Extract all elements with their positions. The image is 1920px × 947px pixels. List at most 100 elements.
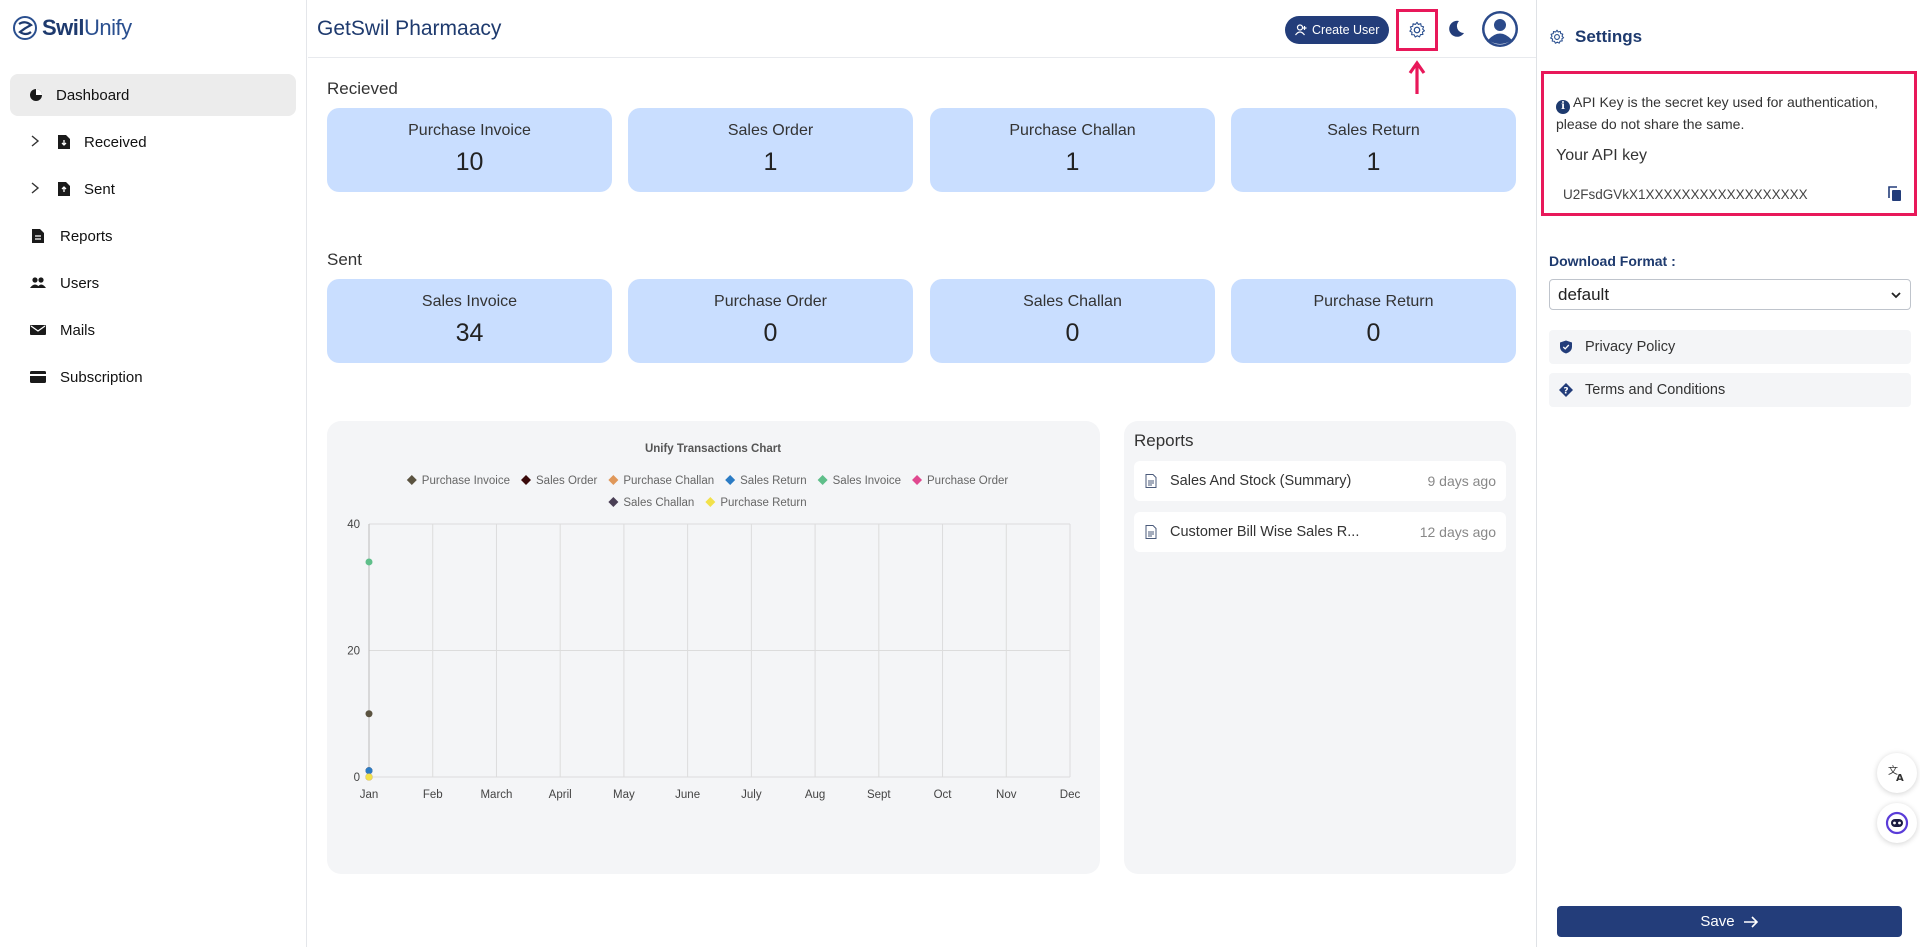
- x-tick-label: April: [549, 789, 572, 801]
- sidebar-item-sent[interactable]: Sent: [10, 168, 296, 210]
- settings-title: Settings: [1575, 27, 1643, 46]
- sidebar-item-label: Users: [60, 274, 100, 292]
- sidebar: SwilUnify Dashboard Received: [0, 0, 307, 947]
- x-tick-label: Oct: [934, 789, 953, 801]
- sidebar-item-subscription[interactable]: Subscription: [10, 356, 296, 398]
- pie-chart-icon: [28, 87, 44, 103]
- chevron-right-icon[interactable]: [30, 134, 44, 150]
- legend-label: Purchase Invoice: [422, 475, 510, 487]
- legend-label: Sales Order: [536, 475, 598, 487]
- sidebar-item-users[interactable]: Users: [10, 262, 296, 304]
- save-label: Save: [1700, 913, 1735, 930]
- report-name: Customer Bill Wise Sales R...: [1170, 524, 1360, 540]
- annotation-arrow: [1408, 60, 1426, 94]
- user-plus-icon: [1295, 24, 1307, 36]
- stat-card-sales-order[interactable]: Sales Order 1: [628, 108, 913, 192]
- settings-header: Settings: [1549, 27, 1642, 47]
- download-format-select[interactable]: default: [1549, 279, 1911, 310]
- brand-name: SwilUnify: [42, 15, 132, 40]
- copy-icon[interactable]: [1886, 185, 1904, 203]
- sidebar-item-received[interactable]: Received: [10, 121, 296, 163]
- sidebar-item-reports[interactable]: Reports: [10, 215, 296, 257]
- legend-marker: [705, 497, 716, 507]
- document-icon: [1145, 525, 1157, 539]
- svg-text:A: A: [1896, 773, 1904, 783]
- stat-card-purchase-invoice[interactable]: Purchase Invoice 10: [327, 108, 612, 192]
- legend-label: Purchase Return: [720, 497, 806, 509]
- file-out-icon: [56, 181, 72, 197]
- stat-card-sales-challan[interactable]: Sales Challan 0: [930, 279, 1215, 363]
- file-in-icon: [56, 134, 72, 150]
- dark-mode-toggle[interactable]: [1445, 18, 1467, 40]
- moon-icon: [1449, 20, 1464, 37]
- x-tick-label: July: [741, 789, 762, 801]
- stat-card-value: 1: [763, 148, 778, 176]
- report-time: 9 days ago: [1427, 473, 1497, 489]
- stat-card-value: 1: [1366, 148, 1381, 176]
- x-tick-label: Aug: [805, 789, 825, 801]
- gear-icon: [1409, 21, 1426, 38]
- stat-card-purchase-challan[interactable]: Purchase Challan 1: [930, 108, 1215, 192]
- avatar-icon: [1484, 13, 1516, 45]
- card-icon: [30, 369, 46, 385]
- create-user-button[interactable]: Create User: [1285, 16, 1390, 44]
- report-time: 12 days ago: [1419, 524, 1496, 540]
- legend-marker: [608, 475, 619, 485]
- stat-card-purchase-return[interactable]: Purchase Return 0: [1231, 279, 1516, 363]
- users-icon: [30, 275, 46, 291]
- report-item[interactable]: Sales And Stock (Summary) 9 days ago: [1134, 461, 1506, 501]
- terms-conditions-item[interactable]: ? Terms and Conditions: [1549, 373, 1911, 407]
- api-key-label: Your API key: [1556, 147, 1648, 164]
- report-item[interactable]: Customer Bill Wise Sales R... 12 days ag…: [1134, 512, 1506, 552]
- sidebar-item-label: Received: [84, 133, 147, 151]
- stat-card-purchase-order[interactable]: Purchase Order 0: [628, 279, 913, 363]
- legend-label: Purchase Order: [927, 475, 1008, 487]
- legend-marker: [406, 475, 417, 485]
- stat-card-value: 1: [1065, 148, 1080, 176]
- download-format-label: Download Format :: [1549, 253, 1676, 269]
- create-user-label: Create User: [1312, 23, 1380, 37]
- save-button[interactable]: Save: [1557, 906, 1902, 937]
- sidebar-item-label: Sent: [84, 180, 115, 198]
- svg-text:?: ?: [1563, 386, 1568, 396]
- privacy-policy-label: Privacy Policy: [1585, 339, 1676, 355]
- privacy-policy-item[interactable]: Privacy Policy: [1549, 330, 1911, 364]
- chevron-down-icon: [1891, 292, 1901, 299]
- stat-card-value: 10: [455, 148, 484, 176]
- assistant-bot-button[interactable]: [1877, 803, 1917, 843]
- settings-gear-button[interactable]: [1396, 9, 1438, 51]
- stat-card-label: Purchase Order: [714, 293, 827, 310]
- x-tick-label: Sept: [867, 789, 891, 801]
- legend-label: Sales Challan: [623, 497, 694, 509]
- reports-panel: Reports Sales And Stock (Summary) 9 days…: [1124, 421, 1516, 874]
- stat-card-value: 0: [1065, 319, 1080, 347]
- sent-section-title: Sent: [327, 250, 362, 269]
- avatar[interactable]: [1482, 11, 1518, 47]
- legend-marker: [521, 475, 532, 485]
- stat-card-label: Sales Order: [727, 122, 814, 139]
- report-icon: [30, 228, 46, 244]
- stat-card-sales-return[interactable]: Sales Return 1: [1231, 108, 1516, 192]
- api-key-field[interactable]: [1557, 181, 1903, 207]
- y-tick-label: 0: [354, 772, 360, 784]
- chevron-right-icon[interactable]: [30, 181, 44, 197]
- sidebar-item-dashboard[interactable]: Dashboard: [10, 74, 296, 116]
- x-tick-label: Jan: [360, 789, 379, 801]
- stat-card-label: Sales Invoice: [421, 293, 518, 310]
- stat-card-value: 0: [1366, 319, 1381, 347]
- legend-label: Purchase Challan: [623, 475, 714, 487]
- brand-logo[interactable]: SwilUnify: [12, 12, 132, 44]
- y-tick-label: 20: [347, 646, 360, 658]
- data-point: [365, 558, 373, 566]
- api-key-box: i API Key is the secret key used for auth…: [1541, 71, 1917, 216]
- legend-label: Sales Return: [740, 475, 806, 487]
- gear-icon: [1550, 29, 1565, 44]
- stat-card-sales-invoice[interactable]: Sales Invoice 34: [327, 279, 612, 363]
- transactions-chart-panel: Unify Transactions Chart Purchase Invoice…: [327, 421, 1100, 874]
- reports-title: Reports: [1134, 431, 1194, 450]
- sidebar-item-mails[interactable]: Mails: [10, 309, 296, 351]
- legend-marker: [608, 497, 619, 507]
- sidebar-nav: Dashboard Received Sent: [10, 74, 296, 403]
